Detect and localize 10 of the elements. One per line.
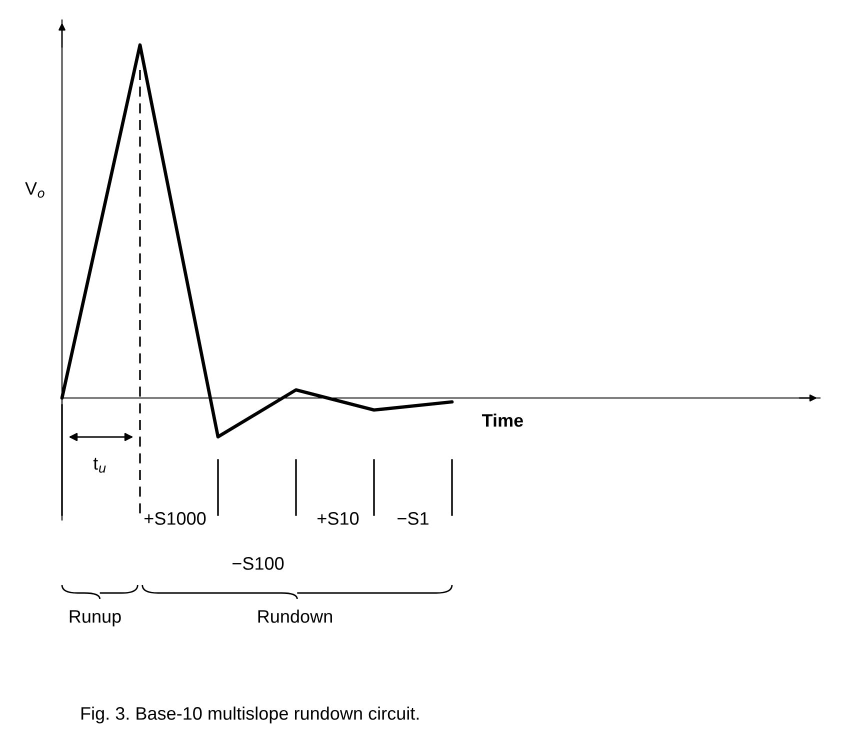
y-axis-title: V$_{o}$ [25, 182, 44, 198]
text: +S1000 [144, 512, 206, 525]
x-axis-title: Time [482, 414, 523, 427]
text: −S100 [232, 557, 284, 570]
text: −S1 [398, 512, 428, 525]
caption: Fig. 3. Base-10 multislope rundown circuit. [81, 706, 419, 724]
text: t$_{u}$ [93, 458, 106, 473]
text: Runup [70, 610, 121, 626]
text: Rundown [258, 610, 332, 623]
text: +S10 [318, 512, 359, 525]
